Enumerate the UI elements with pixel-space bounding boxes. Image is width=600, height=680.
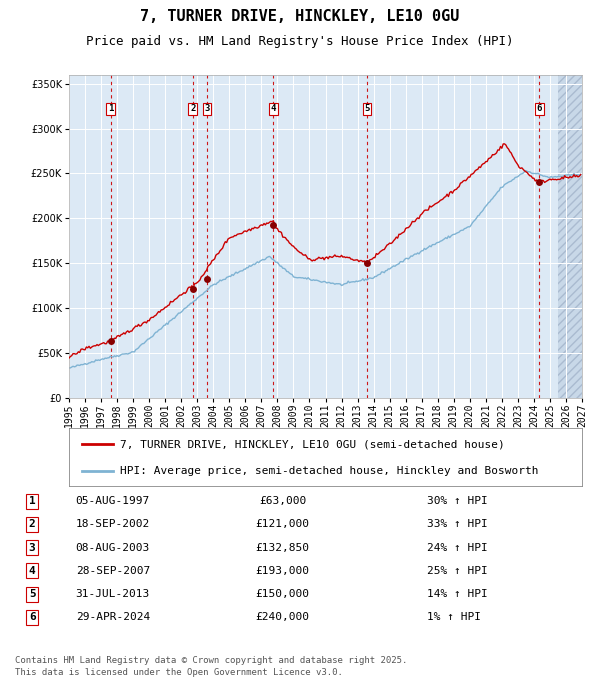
Text: 4: 4 [29,566,35,576]
Text: Contains HM Land Registry data © Crown copyright and database right 2025.
This d: Contains HM Land Registry data © Crown c… [15,656,407,677]
Text: £132,850: £132,850 [256,543,310,553]
Text: 25% ↑ HPI: 25% ↑ HPI [427,566,487,576]
Text: 5: 5 [364,104,370,113]
Text: 08-AUG-2003: 08-AUG-2003 [76,543,150,553]
Text: HPI: Average price, semi-detached house, Hinckley and Bosworth: HPI: Average price, semi-detached house,… [121,466,539,475]
Bar [558,75,582,398]
Text: 6: 6 [29,613,35,622]
Text: 14% ↑ HPI: 14% ↑ HPI [427,589,487,599]
Text: 2: 2 [190,104,196,113]
Text: 33% ↑ HPI: 33% ↑ HPI [427,520,487,530]
Text: 29-APR-2024: 29-APR-2024 [76,613,150,622]
Text: 28-SEP-2007: 28-SEP-2007 [76,566,150,576]
Text: 3: 3 [29,543,35,553]
Text: 6: 6 [536,104,542,113]
Text: £63,000: £63,000 [259,496,307,506]
Text: 24% ↑ HPI: 24% ↑ HPI [427,543,487,553]
Text: 18-SEP-2002: 18-SEP-2002 [76,520,150,530]
Text: 1: 1 [29,496,35,506]
Text: 30% ↑ HPI: 30% ↑ HPI [427,496,487,506]
Text: £193,000: £193,000 [256,566,310,576]
Text: 1: 1 [108,104,113,113]
Text: £240,000: £240,000 [256,613,310,622]
Text: 2: 2 [29,520,35,530]
Text: 4: 4 [271,104,276,113]
Text: £150,000: £150,000 [256,589,310,599]
Text: 7, TURNER DRIVE, HINCKLEY, LE10 0GU: 7, TURNER DRIVE, HINCKLEY, LE10 0GU [140,9,460,24]
Text: 5: 5 [29,589,35,599]
Text: £121,000: £121,000 [256,520,310,530]
Text: 31-JUL-2013: 31-JUL-2013 [76,589,150,599]
Text: 1% ↑ HPI: 1% ↑ HPI [427,613,481,622]
Text: Price paid vs. HM Land Registry's House Price Index (HPI): Price paid vs. HM Land Registry's House … [86,35,514,48]
Text: 7, TURNER DRIVE, HINCKLEY, LE10 0GU (semi-detached house): 7, TURNER DRIVE, HINCKLEY, LE10 0GU (sem… [121,439,505,449]
Text: 3: 3 [204,104,209,113]
Text: 05-AUG-1997: 05-AUG-1997 [76,496,150,506]
